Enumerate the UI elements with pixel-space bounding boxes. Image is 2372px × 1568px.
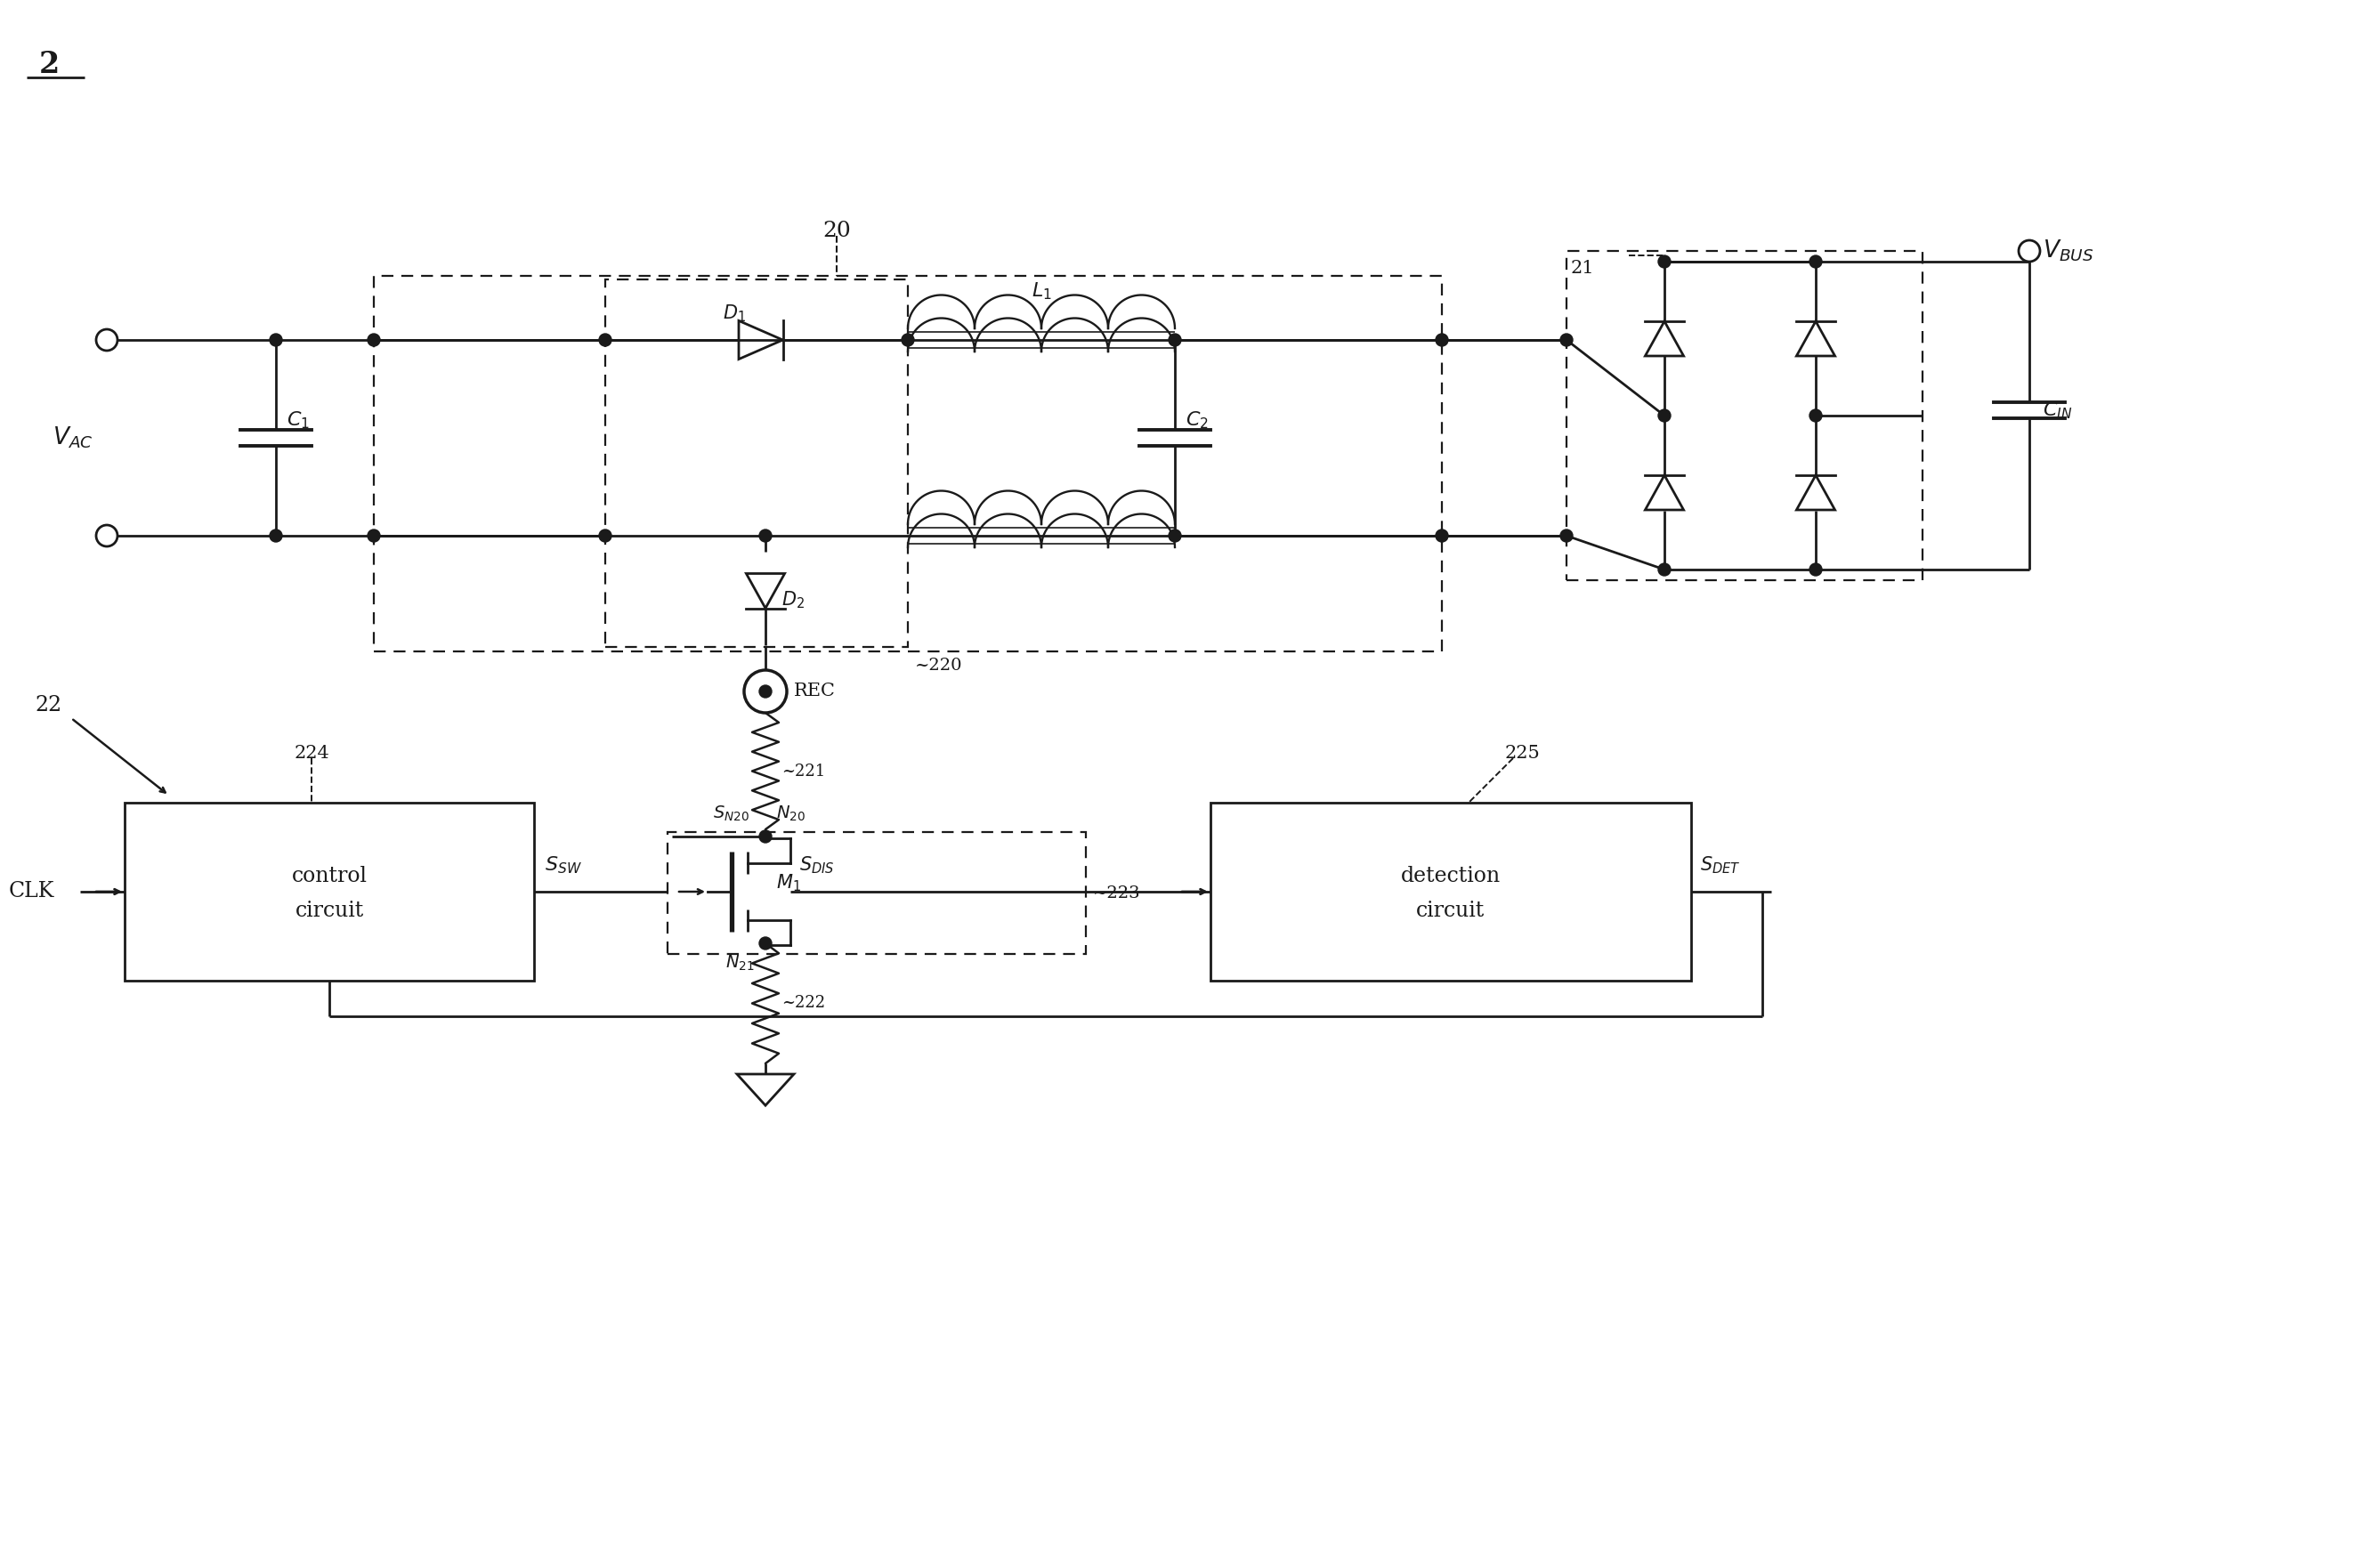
Bar <box>667 833 1086 953</box>
Text: CLK: CLK <box>9 881 55 902</box>
Text: 224: 224 <box>294 745 330 762</box>
Text: ~223: ~223 <box>1093 884 1141 902</box>
Text: $S_{DET}$: $S_{DET}$ <box>1701 855 1741 875</box>
Circle shape <box>600 530 612 543</box>
Text: REC: REC <box>795 684 835 699</box>
Circle shape <box>600 334 612 347</box>
Circle shape <box>2019 240 2040 262</box>
Circle shape <box>759 685 771 698</box>
Text: control: control <box>292 866 368 886</box>
Text: $N_{21}$: $N_{21}$ <box>726 953 754 972</box>
Text: $C_2$: $C_2$ <box>1186 409 1207 431</box>
Text: circuit: circuit <box>1416 902 1485 922</box>
Text: $C_{IN}$: $C_{IN}$ <box>2042 400 2073 420</box>
Circle shape <box>1435 530 1449 543</box>
Circle shape <box>1810 563 1822 575</box>
Bar <box>1210 803 1691 980</box>
Circle shape <box>270 334 282 347</box>
Text: $S_{SW}$: $S_{SW}$ <box>546 855 581 875</box>
Bar <box>605 279 908 648</box>
Circle shape <box>759 530 771 543</box>
Circle shape <box>1169 530 1181 543</box>
Text: ~220: ~220 <box>916 657 963 674</box>
Circle shape <box>745 670 788 713</box>
Circle shape <box>97 329 119 351</box>
Text: 20: 20 <box>823 221 852 241</box>
Circle shape <box>1810 409 1822 422</box>
Text: 22: 22 <box>36 695 62 715</box>
Text: $L_1$: $L_1$ <box>1032 281 1051 301</box>
Circle shape <box>1658 563 1670 575</box>
Text: 2: 2 <box>38 49 59 78</box>
Text: ~222: ~222 <box>780 996 825 1011</box>
Text: 225: 225 <box>1504 745 1539 762</box>
Text: $N_{20}$: $N_{20}$ <box>776 804 806 823</box>
Bar <box>1566 251 1924 580</box>
Circle shape <box>368 530 380 543</box>
Text: $S_{DIS}$: $S_{DIS}$ <box>799 855 835 875</box>
Text: $D_2$: $D_2$ <box>780 590 804 610</box>
Bar <box>126 803 534 980</box>
Text: $V_{BUS}$: $V_{BUS}$ <box>2042 238 2094 263</box>
Text: detection: detection <box>1402 866 1501 886</box>
Circle shape <box>759 938 771 950</box>
Text: $C_1$: $C_1$ <box>287 409 311 431</box>
Circle shape <box>901 334 913 347</box>
Text: ~221: ~221 <box>780 764 825 779</box>
Text: 21: 21 <box>1570 260 1594 278</box>
Circle shape <box>1435 334 1449 347</box>
Circle shape <box>1561 334 1573 347</box>
Text: circuit: circuit <box>294 902 363 922</box>
Text: $S_{N20}$: $S_{N20}$ <box>714 804 750 823</box>
Bar <box>375 276 1442 651</box>
Circle shape <box>1561 530 1573 543</box>
Circle shape <box>368 334 380 347</box>
Circle shape <box>759 831 771 842</box>
Text: $V_{AC}$: $V_{AC}$ <box>52 425 93 450</box>
Circle shape <box>97 525 119 546</box>
Circle shape <box>1169 334 1181 347</box>
Text: $M_1$: $M_1$ <box>776 872 802 894</box>
Text: $D_1$: $D_1$ <box>723 303 745 323</box>
Circle shape <box>270 530 282 543</box>
Circle shape <box>1658 256 1670 268</box>
Circle shape <box>1658 409 1670 422</box>
Circle shape <box>1810 256 1822 268</box>
